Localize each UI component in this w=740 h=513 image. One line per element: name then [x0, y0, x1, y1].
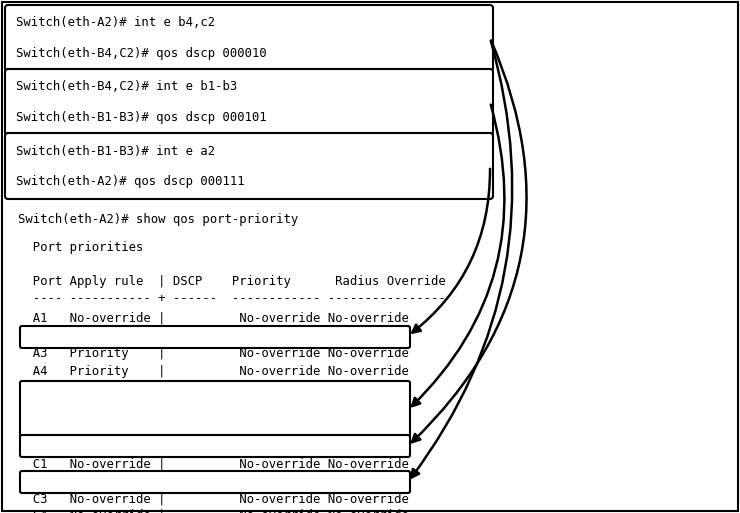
Text: Switch(eth-B1-B3)# int e a2: Switch(eth-B1-B3)# int e a2	[16, 145, 215, 157]
Text: Switch(eth-A2)# int e b4,c2: Switch(eth-A2)# int e b4,c2	[16, 16, 215, 30]
FancyBboxPatch shape	[20, 471, 410, 493]
Text: Switch(eth-A2)# qos dscp 000111: Switch(eth-A2)# qos dscp 000111	[16, 174, 245, 187]
Text: Port Apply rule  | DSCP    Priority      Radius Override: Port Apply rule | DSCP Priority Radius O…	[18, 275, 445, 288]
Text: C1   No-override |          No-override No-override: C1 No-override | No-override No-override	[18, 458, 409, 470]
Text: A4   Priority    |          No-override No-override: A4 Priority | No-override No-override	[18, 365, 409, 379]
FancyBboxPatch shape	[20, 326, 410, 348]
FancyBboxPatch shape	[5, 133, 493, 199]
Text: Switch(eth-B1-B3)# qos dscp 000101: Switch(eth-B1-B3)# qos dscp 000101	[16, 110, 266, 124]
Text: B4   DSCP        | 000010 1             No-override: B4 DSCP | 000010 1 No-override	[18, 440, 409, 452]
Text: A2   DSCP        | 000111 7             No-override: A2 DSCP | 000111 7 No-override	[18, 329, 409, 343]
FancyBboxPatch shape	[5, 69, 493, 135]
Text: B1   DSCP        | 000101 5             No-override: B1 DSCP | 000101 5 No-override	[18, 385, 409, 399]
Text: Port priorities: Port priorities	[18, 242, 144, 254]
Text: A1   No-override |          No-override No-override: A1 No-override | No-override No-override	[18, 311, 409, 325]
Text: ---- ----------- + ------  ------------ ----------------: ---- ----------- + ------ ------------ -…	[18, 291, 445, 305]
Text: C3   No-override |          No-override No-override: C3 No-override | No-override No-override	[18, 492, 409, 505]
Text: Switch(eth-B4,C2)# int e b1-b3: Switch(eth-B4,C2)# int e b1-b3	[16, 81, 238, 93]
Text: A3   Priority    |          No-override No-override: A3 Priority | No-override No-override	[18, 347, 409, 361]
FancyBboxPatch shape	[20, 435, 410, 457]
Text: Switch(eth-B4,C2)# qos dscp 000010: Switch(eth-B4,C2)# qos dscp 000010	[16, 47, 266, 60]
Text: B2   DSCP        | 000101 5             No-override: B2 DSCP | 000101 5 No-override	[18, 404, 409, 417]
FancyBboxPatch shape	[20, 381, 410, 439]
Text: C4   No-override |          No-override No-override: C4 No-override | No-override No-override	[18, 508, 409, 513]
Text: B3   DSCP        | 000101 5             No-override: B3 DSCP | 000101 5 No-override	[18, 422, 409, 435]
FancyBboxPatch shape	[5, 5, 493, 71]
Text: Switch(eth-A2)# show qos port-priority: Switch(eth-A2)# show qos port-priority	[18, 213, 298, 227]
Text: C2   DSCP        | 000010 1             No-override: C2 DSCP | 000010 1 No-override	[18, 476, 409, 488]
